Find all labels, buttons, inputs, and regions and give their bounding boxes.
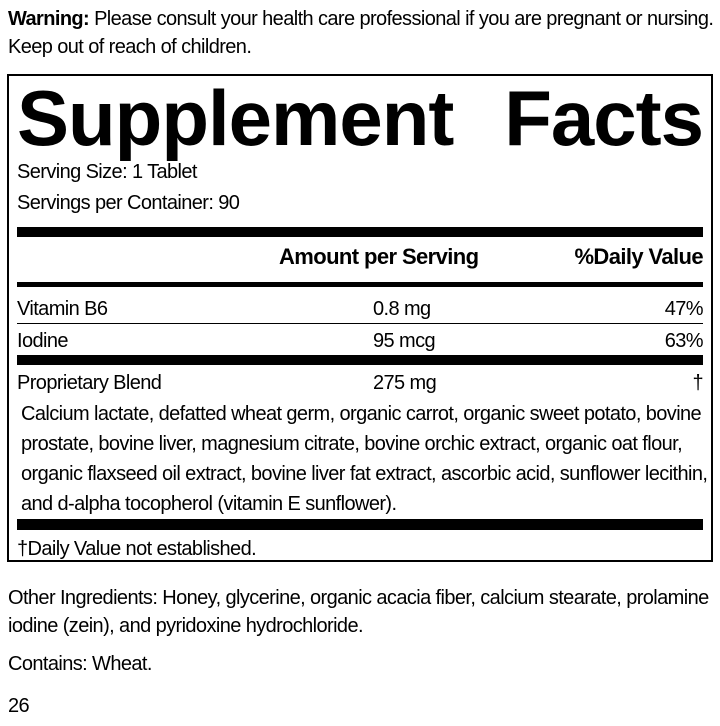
amount-header: Amount per Serving [279,244,479,269]
supplement-facts-panel: Supplement Facts Serving Size: 1 Tablet … [7,74,713,562]
panel-title: Supplement Facts [17,74,704,162]
nutrient-amount: 95 mcg [373,330,436,352]
nutrient-name: Proprietary Blend [17,372,162,394]
dv-header: %Daily Value [574,244,703,269]
nutrient-row: Proprietary Blend 275 mg † [17,369,704,397]
divider-thin [17,323,703,324]
column-header: Amount per Serving %Daily Value [17,243,704,271]
footnote: †Daily Value not established. [17,538,257,560]
divider-medium [17,282,703,287]
nutrient-row: Vitamin B6 0.8 mg 47% [17,295,704,323]
nutrient-amount: 275 mg [373,372,437,394]
serving-size: Serving Size: 1 Tablet [17,161,197,183]
nutrient-row: Iodine 95 mcg 63% [17,327,704,355]
nutrient-name: Iodine [17,330,69,352]
warning-text: Warning: Please consult your health care… [8,5,718,61]
divider-thick [17,355,703,365]
nutrient-name: Vitamin B6 [17,298,108,320]
nutrient-dv: † [692,372,703,394]
blend-ingredients: Calcium lactate, defatted wheat germ, or… [21,403,708,515]
title-word-1: Supplement [17,74,454,162]
title-word-2: Facts [504,74,704,162]
nutrient-amount: 0.8 mg [373,298,431,320]
warning-body: Please consult your health care professi… [8,8,714,58]
nutrient-dv: 63% [664,330,704,352]
divider-thick [17,519,703,530]
divider-thick [17,227,703,237]
warning-label: Warning: [8,8,90,30]
nutrient-dv: 47% [664,298,704,320]
allergen-statement: Contains: Wheat. [8,653,152,675]
servings-per-container: Servings per Container: 90 [17,192,240,214]
other-ingredients: Other Ingredients: Honey, glycerine, org… [8,587,709,637]
page-number: 26 [8,695,30,717]
